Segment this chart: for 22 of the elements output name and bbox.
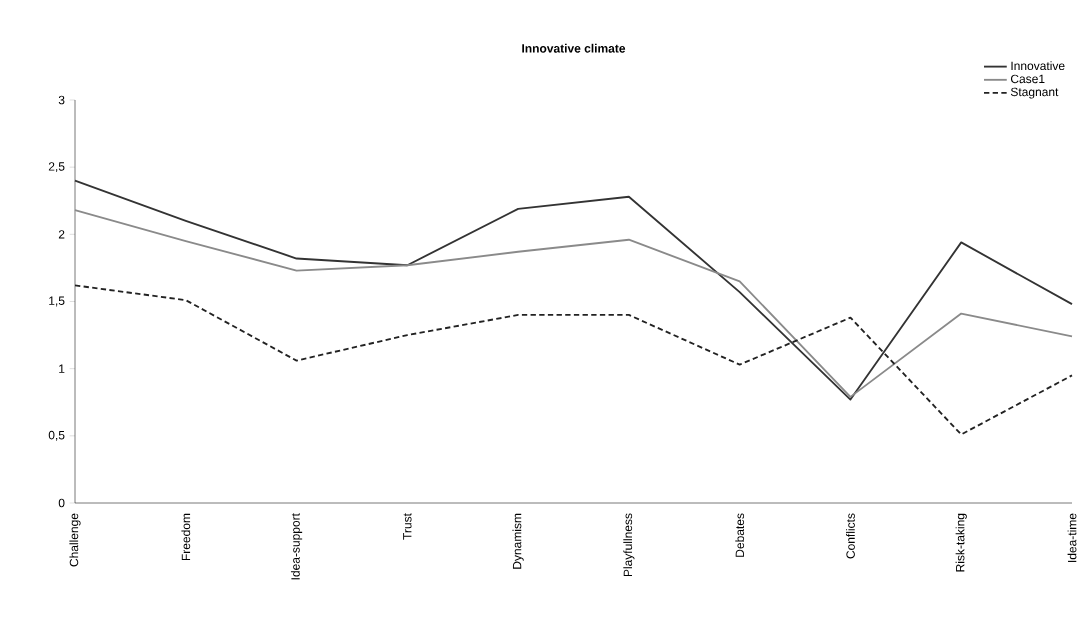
x-tick-label: Trust: [403, 513, 412, 540]
y-tick-label: 0,5: [48, 430, 65, 441]
y-tick-label: 1: [59, 364, 65, 373]
x-tick-label: Playfullness: [623, 513, 635, 577]
y-tick-label: 3: [58, 95, 65, 105]
y-tick-label: 2,5: [48, 162, 65, 173]
y-tick-label: 2: [58, 230, 65, 239]
x-tick-label: Idea-support: [290, 513, 303, 580]
legend-label: Stagnant: [1010, 87, 1059, 99]
legend-label: Innovative: [1011, 61, 1065, 71]
x-tick-label: Idea-time: [1067, 513, 1077, 562]
line-series: [74, 284, 1073, 436]
legend-label: Case1: [1010, 74, 1045, 84]
chart-title: Innovative climate: [522, 43, 626, 53]
x-tick-label: Dynamism: [512, 513, 524, 569]
y-tick-label: 0: [58, 498, 65, 508]
y-tick-label: 1,5: [49, 296, 65, 307]
x-tick-label: Challenge: [69, 513, 81, 567]
x-tick-label: Freedom: [181, 513, 191, 561]
x-tick-label: Conflicts: [846, 513, 855, 559]
x-tick-label: Debates: [735, 513, 745, 557]
x-tick-label: Risk-taking: [955, 513, 967, 572]
